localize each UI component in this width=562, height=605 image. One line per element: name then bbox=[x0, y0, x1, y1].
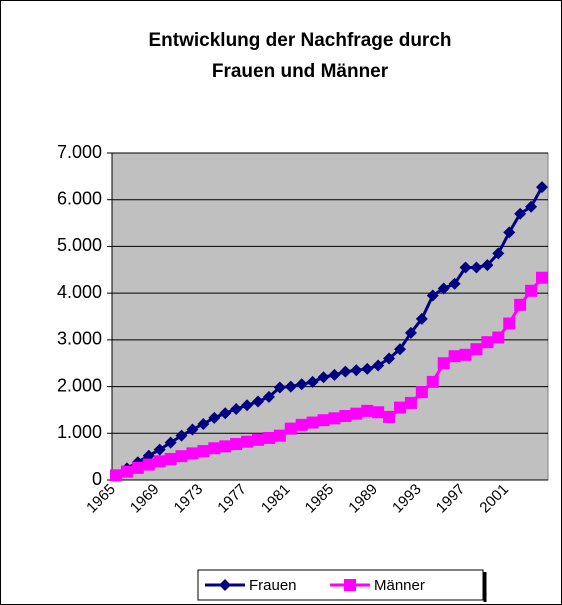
point bbox=[437, 282, 450, 295]
point bbox=[284, 380, 297, 393]
point bbox=[525, 284, 538, 297]
point bbox=[252, 433, 264, 446]
point bbox=[328, 412, 341, 425]
point bbox=[372, 359, 385, 372]
point bbox=[131, 461, 144, 474]
point bbox=[383, 352, 396, 365]
point bbox=[415, 386, 428, 399]
point bbox=[317, 414, 330, 427]
point bbox=[273, 429, 286, 442]
point bbox=[394, 401, 406, 414]
point bbox=[525, 200, 538, 213]
point bbox=[110, 469, 122, 482]
point bbox=[492, 331, 505, 344]
point bbox=[404, 396, 417, 409]
point bbox=[230, 402, 243, 415]
legend-marker bbox=[219, 579, 231, 591]
point bbox=[514, 298, 527, 311]
y-tick-label: 6.000 bbox=[57, 188, 102, 208]
point bbox=[481, 259, 494, 272]
point bbox=[241, 435, 254, 448]
point bbox=[208, 442, 221, 455]
point bbox=[208, 411, 221, 424]
point bbox=[328, 368, 341, 381]
legend-marker bbox=[344, 579, 356, 591]
point bbox=[262, 390, 275, 403]
point bbox=[295, 378, 308, 391]
point bbox=[120, 465, 133, 478]
point bbox=[492, 247, 505, 260]
point bbox=[481, 336, 494, 349]
point bbox=[153, 443, 166, 456]
point bbox=[426, 375, 439, 388]
point bbox=[197, 445, 210, 458]
point bbox=[339, 410, 352, 423]
y-tick-label: 4.000 bbox=[57, 282, 102, 302]
point bbox=[448, 277, 461, 290]
point bbox=[394, 343, 406, 356]
point bbox=[459, 261, 472, 274]
point bbox=[164, 436, 177, 449]
point bbox=[186, 447, 199, 460]
point bbox=[252, 395, 264, 408]
y-tick-label: 5.000 bbox=[57, 235, 102, 255]
point bbox=[164, 452, 177, 465]
point bbox=[241, 399, 254, 412]
y-tick-label: 7.000 bbox=[57, 142, 102, 162]
point bbox=[459, 348, 472, 361]
point bbox=[503, 226, 516, 239]
point bbox=[273, 381, 286, 394]
point bbox=[426, 289, 439, 302]
point bbox=[437, 357, 450, 370]
point bbox=[230, 438, 243, 451]
point bbox=[415, 312, 428, 325]
point bbox=[142, 458, 155, 471]
point bbox=[306, 416, 319, 429]
point bbox=[219, 440, 232, 453]
chart-title: Frauen und Männer bbox=[212, 61, 389, 82]
point bbox=[383, 410, 396, 423]
point bbox=[503, 317, 516, 330]
point bbox=[361, 404, 374, 417]
legend-label: Frauen bbox=[249, 577, 297, 594]
point bbox=[372, 406, 385, 419]
y-tick-label: 3.000 bbox=[57, 329, 102, 349]
point bbox=[536, 271, 548, 284]
point bbox=[361, 362, 374, 375]
point bbox=[404, 326, 417, 339]
point bbox=[350, 407, 363, 420]
point bbox=[350, 364, 363, 377]
point bbox=[317, 371, 330, 384]
point bbox=[175, 450, 188, 463]
point bbox=[306, 375, 319, 388]
y-tick-label: 0 bbox=[92, 469, 102, 489]
point bbox=[219, 407, 232, 420]
point bbox=[197, 417, 210, 430]
legend-label: Männer bbox=[374, 577, 425, 594]
point bbox=[514, 207, 527, 220]
point bbox=[448, 350, 461, 363]
point bbox=[536, 181, 548, 194]
y-tick-label: 1.000 bbox=[57, 422, 102, 442]
point bbox=[153, 455, 166, 468]
plot-area bbox=[111, 152, 549, 481]
point bbox=[262, 431, 275, 444]
point bbox=[470, 343, 483, 356]
y-tick-label: 2.000 bbox=[57, 375, 102, 395]
point bbox=[295, 418, 308, 431]
point bbox=[175, 429, 188, 442]
point bbox=[470, 261, 483, 274]
chart-title: Entwicklung der Nachfrage durch bbox=[149, 30, 452, 51]
point bbox=[339, 365, 352, 378]
point bbox=[284, 422, 297, 435]
point bbox=[186, 423, 199, 436]
